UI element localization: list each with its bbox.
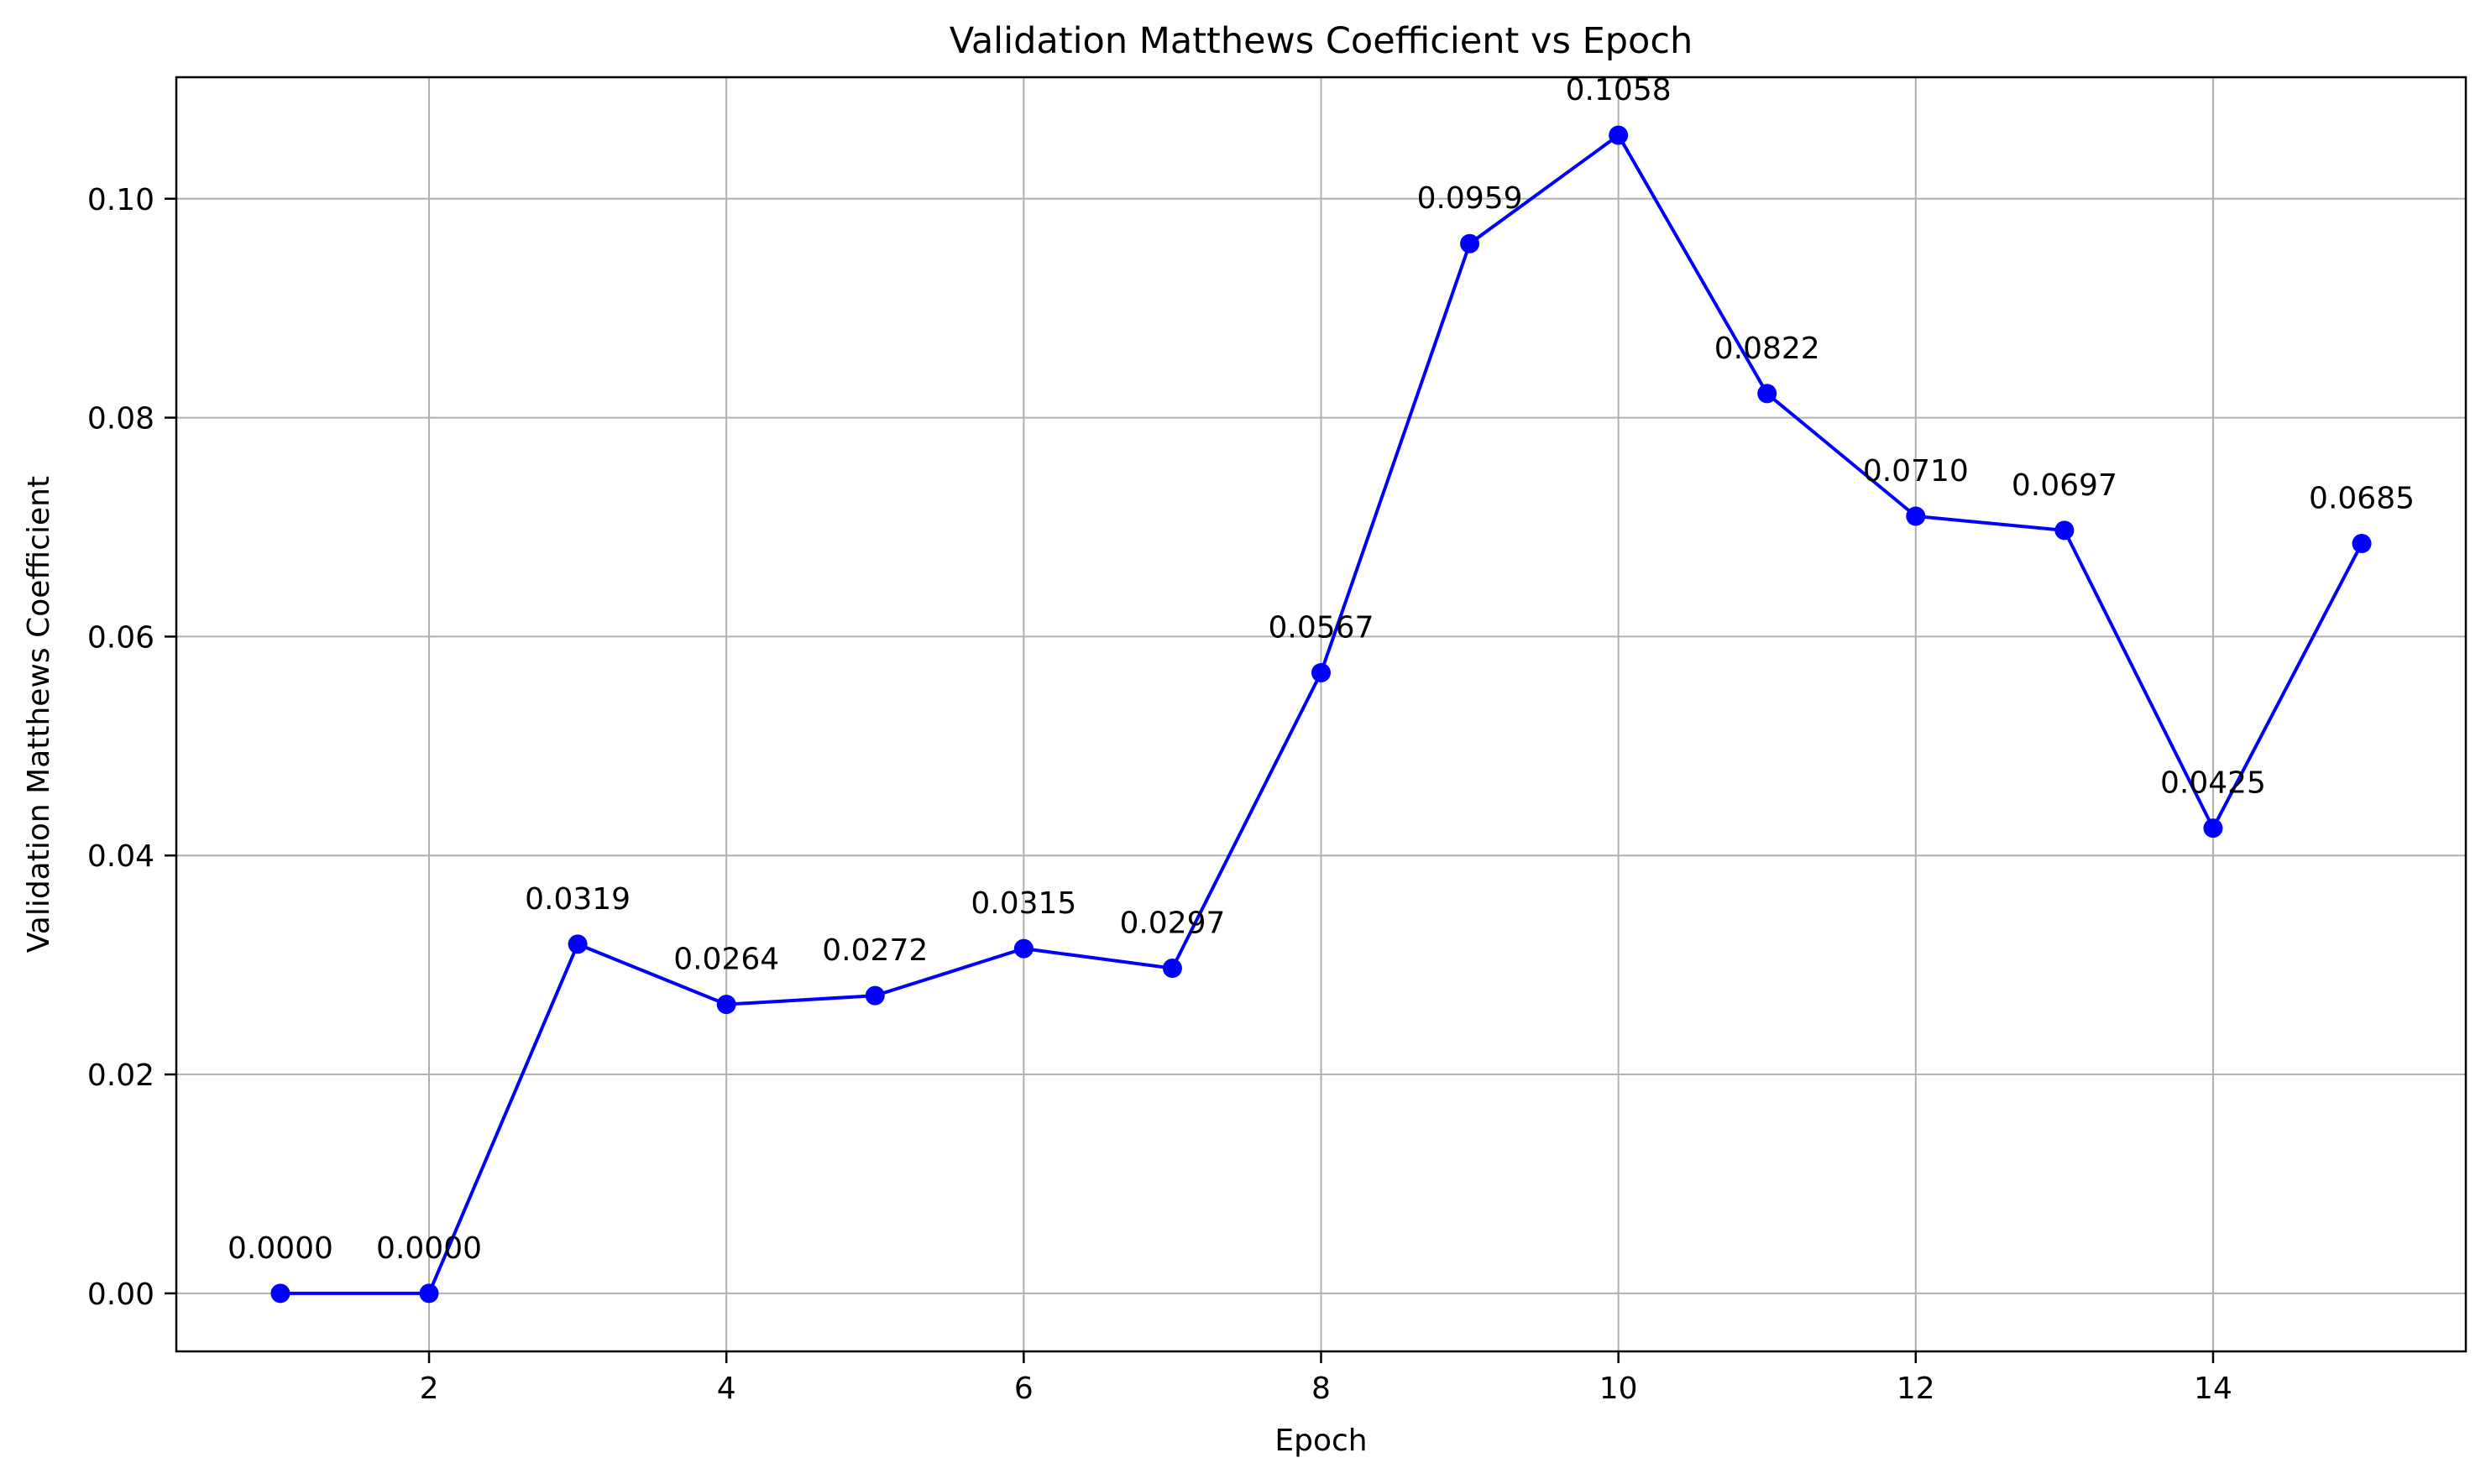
data-label: 0.0710	[1863, 454, 1969, 489]
data-label: 0.0297	[1119, 907, 1225, 941]
data-point	[1609, 125, 1629, 145]
grid	[176, 77, 2466, 1351]
data-point	[270, 1283, 290, 1304]
x-tick-label: 2	[420, 1372, 439, 1406]
x-axis: 2 4 6 8 10 12 14	[420, 1351, 2232, 1406]
x-tick-label: 4	[717, 1372, 736, 1406]
y-tick-label: 0.02	[87, 1058, 154, 1093]
data-point	[2203, 818, 2223, 839]
data-label: 0.0315	[971, 886, 1076, 921]
data-point	[1162, 959, 1182, 979]
data-label: 0.0264	[673, 943, 779, 977]
y-axis: 0.00 0.02 0.04 0.06 0.08 0.10	[87, 183, 176, 1312]
chart-title: Validation Matthews Coefficient vs Epoch	[950, 20, 1693, 62]
y-tick-label: 0.08	[87, 402, 154, 436]
data-label: 0.0000	[376, 1231, 482, 1266]
data-label: 0.0425	[2160, 766, 2266, 801]
x-tick-label: 6	[1014, 1372, 1034, 1406]
data-point	[1460, 233, 1480, 253]
data-label: 0.0685	[2309, 482, 2415, 516]
data-label: 0.0272	[822, 933, 928, 968]
data-label: 0.0959	[1417, 181, 1523, 216]
y-axis-label: Validation Matthews Coefficient	[22, 476, 56, 953]
data-point	[1757, 384, 1777, 404]
y-tick-label: 0.00	[87, 1278, 154, 1312]
y-tick-label: 0.10	[87, 183, 154, 217]
y-tick-label: 0.04	[87, 839, 154, 874]
data-label: 0.0000	[228, 1231, 333, 1266]
data-label: 0.0319	[525, 882, 631, 917]
data-point	[2054, 520, 2075, 541]
y-tick-label: 0.06	[87, 620, 154, 655]
data-point	[419, 1283, 439, 1304]
data-label: 0.0567	[1269, 610, 1374, 645]
x-tick-label: 10	[1599, 1372, 1638, 1406]
x-tick-label: 12	[1897, 1372, 1935, 1406]
data-point	[716, 995, 736, 1015]
x-tick-label: 14	[2194, 1372, 2232, 1406]
series-matthews	[270, 125, 2372, 1304]
data-point	[568, 934, 588, 954]
data-point	[1013, 938, 1034, 959]
x-axis-label: Epoch	[1274, 1424, 1367, 1458]
x-tick-label: 8	[1311, 1372, 1331, 1406]
data-point	[2352, 534, 2372, 554]
data-label: 0.0822	[1714, 332, 1820, 366]
data-label: 0.0697	[2012, 468, 2117, 503]
data-point	[1906, 506, 1926, 526]
data-point	[1311, 662, 1331, 682]
data-label: 0.1058	[1566, 73, 1672, 107]
data-point	[865, 985, 885, 1006]
data-labels: 0.0000 0.0000 0.0319 0.0264 0.0272 0.0315 0.02…	[228, 73, 2415, 1266]
